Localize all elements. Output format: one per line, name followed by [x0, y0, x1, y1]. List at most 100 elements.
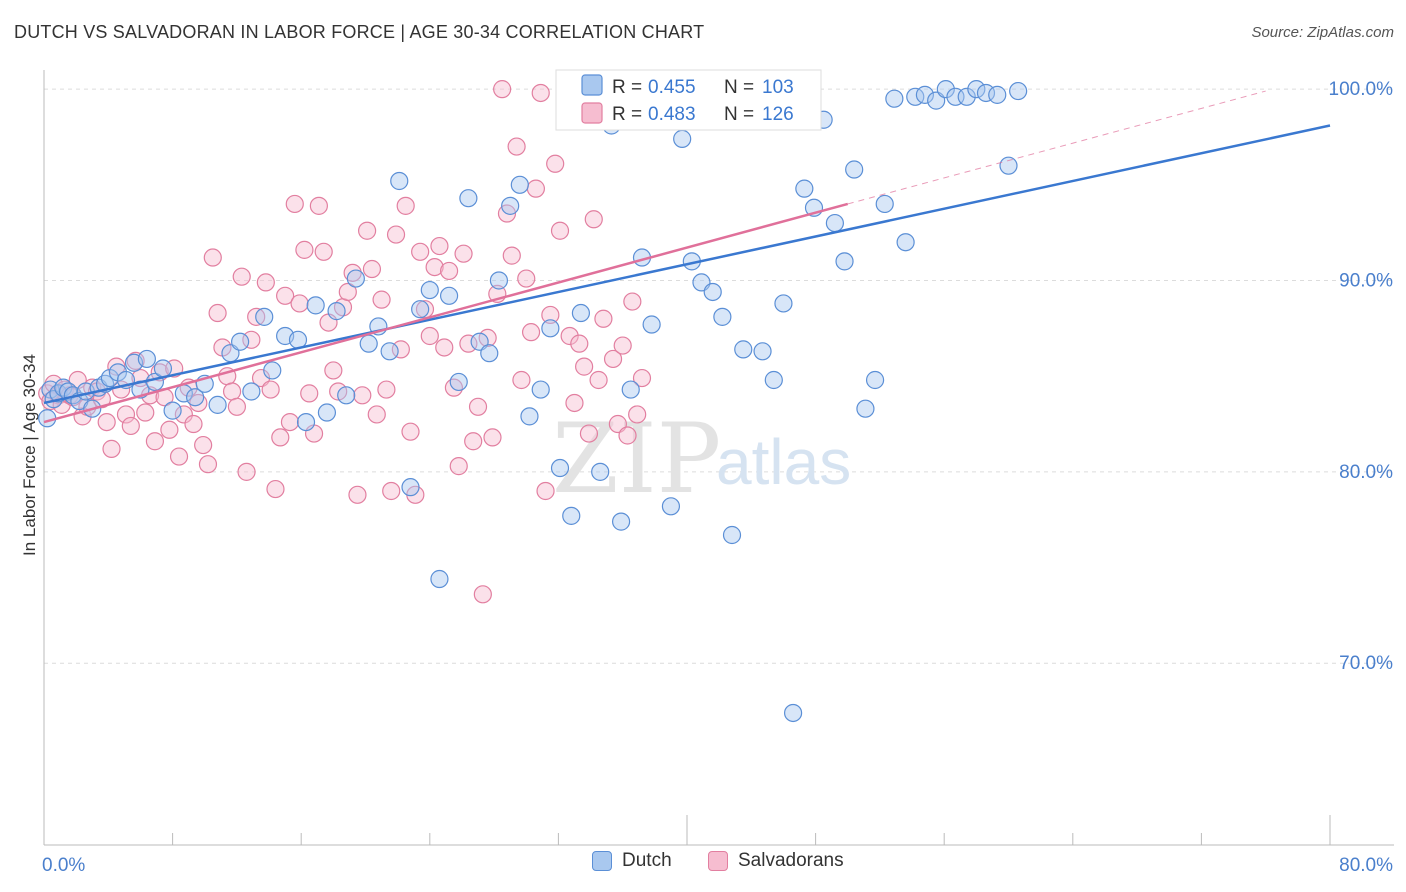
salvadoran-point-113 — [575, 357, 594, 376]
salvadoran-point-22 — [136, 403, 155, 422]
salvadoran-point-96 — [493, 80, 512, 99]
salvadoran-point-66 — [348, 485, 367, 504]
salvadoran-trend-line — [43, 202, 849, 424]
salvadoran-r-label: R = — [612, 104, 642, 125]
dutch-point-28 — [255, 307, 274, 326]
salvadoran-point-85 — [439, 261, 459, 281]
salvadoran-point-2 — [44, 374, 63, 393]
dutch-point-66 — [642, 315, 661, 334]
salvadoran-point-114 — [579, 424, 599, 443]
salvadoran-point-89 — [459, 334, 478, 353]
dutch-point-52 — [501, 196, 520, 215]
dutch-point-22 — [186, 388, 205, 407]
dutch-point-97 — [957, 87, 976, 106]
gridlines — [44, 88, 1394, 664]
salvadoran-n-value: 126 — [762, 104, 794, 125]
salvadoran-point-27 — [160, 420, 179, 439]
dutch-r-label: R = — [612, 77, 647, 98]
dutch-point-75 — [734, 340, 753, 359]
dutch-trend-line — [43, 124, 1331, 405]
x-tick-labels: 0.0% 80.0% — [42, 855, 1393, 876]
y-tick-label-1: 80.0% — [1339, 462, 1393, 483]
dutch-point-40 — [380, 342, 399, 361]
salvadoran-point-36 — [203, 248, 222, 267]
salvadoran-point-53 — [285, 194, 304, 214]
dutch-point-63 — [611, 512, 631, 531]
dutch-point-99 — [976, 83, 996, 103]
salvadoran-point-70 — [367, 405, 386, 424]
salvadoran-point-121 — [613, 336, 632, 355]
salvadoran-point-24 — [145, 432, 165, 451]
salvadoran-point-74 — [386, 225, 406, 244]
y-tick-label-3: 100.0% — [1329, 79, 1394, 100]
trend-lines — [43, 90, 1331, 424]
watermark-zip: ZIP — [552, 403, 721, 515]
salvadoran-point-103 — [526, 179, 545, 198]
dutch-point-55 — [531, 380, 550, 399]
dutch-point-48 — [459, 189, 478, 208]
salvadoran-point-37 — [208, 303, 227, 323]
dutch-point-56 — [541, 319, 560, 338]
dutch-point-43 — [411, 300, 430, 319]
salvadoran-point-83 — [430, 236, 449, 256]
salvadoran-point-79 — [411, 242, 430, 261]
dutch-point-58 — [562, 506, 581, 525]
salvadoran-point-90 — [464, 432, 483, 451]
dutch-point-85 — [835, 252, 854, 271]
dutch-point-61 — [591, 462, 610, 481]
dutch-point-36 — [337, 386, 356, 405]
dutch-point-57 — [550, 458, 570, 478]
salvadoran-point-73 — [382, 481, 401, 501]
dutch-point-41 — [390, 171, 409, 191]
dutch-point-101 — [999, 156, 1018, 175]
salvadoran-point-58 — [309, 196, 328, 215]
dutch-n-value: 103 — [762, 77, 794, 98]
salvadoran-point-34 — [194, 435, 213, 455]
dutch-point-86 — [845, 160, 864, 179]
dutch-point-29 — [263, 361, 282, 380]
dutch-point-77 — [753, 342, 772, 361]
dutch-point-87 — [856, 399, 875, 418]
salvadoran-point-86 — [444, 378, 464, 397]
salvadoran-point-82 — [425, 257, 444, 277]
salvadoran-point-64 — [338, 282, 357, 302]
salvadoran-point-119 — [603, 349, 623, 369]
dutch-point-45 — [430, 569, 449, 589]
salvadoran-point-111 — [565, 393, 584, 413]
dutch-point-53 — [510, 175, 529, 194]
salvadoran-point-35 — [198, 455, 218, 474]
salvadoran-legend-swatch — [581, 102, 603, 124]
dutch-point-33 — [306, 296, 325, 315]
dutch-point-26 — [231, 332, 250, 351]
watermark: ZIP atlas — [552, 403, 851, 515]
salvadoran-point-110 — [560, 326, 579, 346]
dutch-point-88 — [865, 370, 885, 390]
y-tick-label-0: 70.0% — [1339, 653, 1393, 674]
dutch-point-79 — [774, 294, 793, 313]
dutch-point-0 — [38, 409, 57, 428]
dutch-point-74 — [722, 525, 742, 545]
salvadoran-point-88 — [454, 244, 473, 263]
dutch-r-value: 0.455 — [648, 77, 696, 98]
salvadoran-point-47 — [256, 273, 275, 292]
dutch-point-34 — [317, 403, 337, 422]
salvadoran-point-100 — [512, 370, 531, 390]
salvadoran-point-48 — [261, 380, 280, 399]
dutch-point-38 — [359, 334, 378, 353]
x-tick-label-0: 0.0% — [42, 855, 85, 876]
dutch-point-42 — [401, 478, 420, 497]
dutch-point-46 — [439, 286, 459, 305]
salvadoran-point-101 — [517, 269, 536, 288]
dutch-point-37 — [346, 269, 365, 288]
dutch-point-44 — [420, 280, 439, 300]
dutch-point-93 — [915, 85, 935, 104]
salvadoran-point-99 — [507, 137, 526, 156]
salvadoran-point-81 — [420, 326, 439, 346]
dutch-point-50 — [480, 344, 499, 363]
salvadoran-point-19 — [121, 416, 140, 436]
salvadoran-point-43 — [237, 462, 256, 481]
salvadoran-point-59 — [314, 242, 333, 261]
chart-title: DUTCH VS SALVADORAN IN LABOR FORCE | AGE… — [14, 22, 705, 42]
dutch-point-47 — [449, 372, 468, 392]
salvadoran-point-65 — [343, 263, 362, 282]
